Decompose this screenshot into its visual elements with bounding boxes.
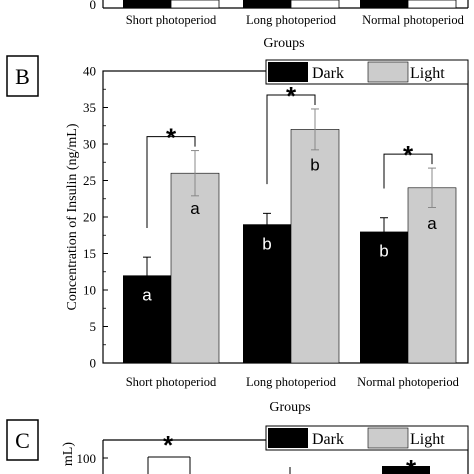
bar-normal-photoperiod-dark bbox=[360, 231, 408, 363]
panel-b-x-axis-label: Groups bbox=[269, 400, 310, 415]
panel-c-legend-swatch-dark bbox=[268, 428, 308, 448]
category-label-short-photoperiod: Short photoperiod bbox=[126, 375, 217, 389]
top-bar-long-dark bbox=[243, 0, 291, 8]
significance-bracket-long-photoperiod bbox=[266, 94, 316, 185]
y-tick-label: 30 bbox=[83, 137, 96, 152]
significance-star-long-photoperiod: * bbox=[286, 81, 297, 111]
top-category-long: Long photoperiod bbox=[246, 13, 337, 27]
bar-letter-normal-photoperiod-dark: b bbox=[379, 242, 388, 261]
panel-c-legend-swatch-light bbox=[367, 427, 409, 449]
category-label-long-photoperiod: Long photoperiod bbox=[246, 375, 337, 389]
y-tick-label: 40 bbox=[83, 64, 96, 79]
panel-c-label-box bbox=[6, 419, 39, 461]
bar-letter-long-photoperiod-dark: b bbox=[262, 234, 271, 253]
top-x-axis-label: Groups bbox=[263, 36, 304, 51]
top-bar-short-dark bbox=[123, 0, 171, 8]
panel-c-y-tick: 100 bbox=[77, 451, 97, 466]
bar-normal-photoperiod-light bbox=[407, 187, 457, 364]
panel-c-y-axis-label-fragment: mL) bbox=[61, 442, 76, 466]
panel-b-y-axis-label: Concentration of Insulin (ng/mL) bbox=[65, 123, 80, 310]
panel-b-error-bars bbox=[143, 108, 436, 295]
legend-swatch-dark bbox=[268, 62, 308, 82]
panel-b-legend: Dark Light bbox=[265, 59, 469, 85]
legend-label-light: Light bbox=[410, 65, 445, 82]
bar-letter-long-photoperiod-light: b bbox=[310, 155, 319, 174]
panel-c-legend-label-light: Light bbox=[410, 431, 445, 448]
top-bar-short-light bbox=[170, 0, 220, 9]
significance-star-short-photoperiod: * bbox=[166, 123, 177, 153]
legend-label-dark: Dark bbox=[312, 65, 344, 82]
legend-swatch-light bbox=[367, 61, 409, 83]
significance-star-normal-photoperiod: * bbox=[403, 140, 414, 170]
bar-letter-short-photoperiod-dark: a bbox=[142, 285, 152, 304]
y-tick-label: 25 bbox=[83, 173, 96, 188]
top-bar-normal-dark bbox=[360, 0, 408, 8]
top-bar-normal-light bbox=[407, 0, 457, 9]
panel-c-significance-star-short: * bbox=[163, 430, 174, 460]
panel-b-significance: * * * bbox=[146, 81, 433, 228]
panel-c-fragment: C 100 mL) Dark Light * * bbox=[6, 419, 469, 474]
top-category-short: Short photoperiod bbox=[126, 13, 217, 27]
panel-b-letter: B bbox=[15, 64, 30, 89]
y-tick-label: 5 bbox=[90, 319, 97, 334]
panel-b: B 0 5 10 15 20 25 30 35 40 a a b b b a * * * Short phot… bbox=[6, 55, 469, 415]
y-tick-label: 35 bbox=[83, 100, 96, 115]
panel-b-label-box bbox=[6, 55, 39, 97]
bar-long-photoperiod-light bbox=[290, 129, 340, 364]
category-label-normal-photoperiod: Normal photoperiod bbox=[357, 375, 459, 389]
panel-c-letter: C bbox=[15, 428, 30, 453]
panel-b-category-labels: Short photoperiod Long photoperiod Normal … bbox=[126, 375, 460, 389]
y-tick-label: 15 bbox=[83, 246, 96, 261]
top-bar-long-light bbox=[290, 0, 340, 9]
panel-b-y-ticks: 0 5 10 15 20 25 30 35 40 bbox=[83, 64, 108, 371]
panel-c-bar-normal-dark bbox=[382, 466, 430, 474]
y-tick-label: 0 bbox=[90, 356, 97, 371]
top-panel-fragment: 0 Short photoperiod Long photoperiod Nor… bbox=[90, 0, 469, 51]
top-category-normal: Normal photoperiod bbox=[362, 13, 464, 27]
significance-bracket-normal-photoperiod bbox=[383, 153, 433, 189]
bar-letter-short-photoperiod-light: a bbox=[190, 199, 200, 218]
panel-b-bars bbox=[123, 129, 457, 364]
top-y-tick: 0 bbox=[90, 0, 97, 12]
bar-letter-normal-photoperiod-light: a bbox=[427, 214, 437, 233]
y-tick-label: 20 bbox=[83, 210, 96, 225]
significance-bracket-short-photoperiod bbox=[146, 136, 196, 228]
panel-c-legend-label-dark: Dark bbox=[312, 431, 344, 448]
panel-b-bar-letters: a a b b b a bbox=[142, 155, 437, 304]
y-tick-label: 10 bbox=[83, 283, 96, 298]
panel-c-significance-star-normal: * bbox=[406, 454, 417, 474]
bar-long-photoperiod-dark bbox=[243, 224, 291, 363]
bar-short-photoperiod-light bbox=[170, 172, 220, 364]
